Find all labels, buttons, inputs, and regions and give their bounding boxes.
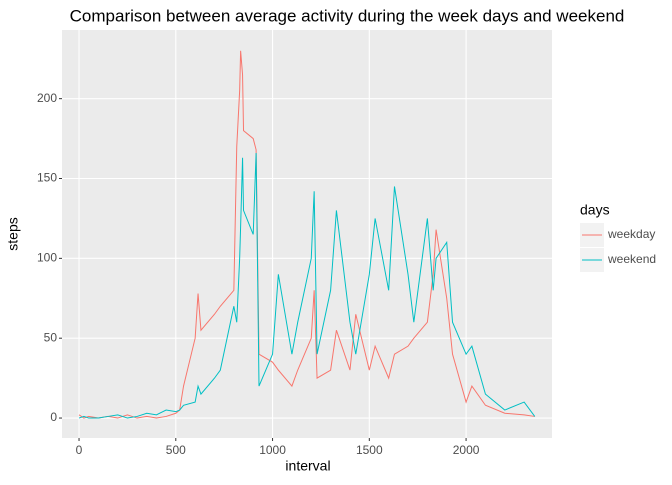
plot-panel [62, 30, 552, 438]
legend-label: weekend [607, 252, 656, 266]
x-tick-label: 2000 [453, 443, 480, 457]
x-tick-label: 1500 [356, 443, 383, 457]
y-axis-label: steps [5, 217, 21, 250]
y-tick-label: 200 [37, 91, 57, 105]
x-axis-label: interval [285, 458, 330, 474]
y-tick-label: 0 [50, 410, 57, 424]
x-tick-label: 500 [166, 443, 186, 457]
y-tick-label: 50 [44, 330, 58, 344]
chart-title: Comparison between average activity duri… [70, 6, 625, 25]
y-tick-label: 100 [37, 251, 57, 265]
line-series [78, 152, 536, 419]
y-tick-label: 150 [37, 171, 57, 185]
x-tick-label: 0 [76, 443, 83, 457]
x-tick-label: 1000 [259, 443, 286, 457]
legend-title: days [580, 202, 610, 218]
legend-label: weekday [607, 227, 655, 241]
